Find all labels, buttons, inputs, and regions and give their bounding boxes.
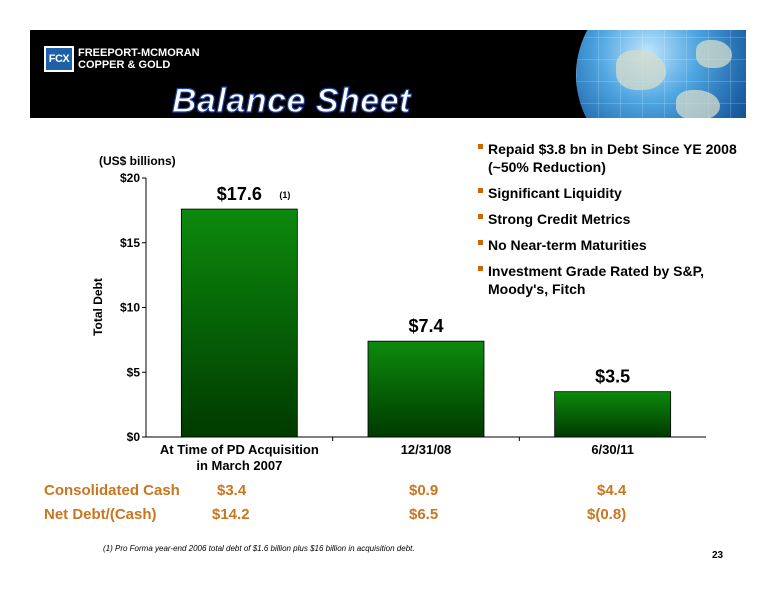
logo-line-1: FREEPORT-MCMORAN xyxy=(78,47,200,59)
net-debt-label: Net Debt/(Cash) xyxy=(44,506,157,523)
y-tick-label: $15 xyxy=(120,236,140,250)
footnote: (1) Pro Forma year-end 2006 total debt o… xyxy=(103,544,415,553)
header-band: FCX FREEPORT-MCMORAN COPPER & GOLD xyxy=(30,30,746,118)
data-label: $7.4 xyxy=(408,316,443,336)
consolidated-cash-label: Consolidated Cash xyxy=(44,482,180,499)
globe-land-1 xyxy=(616,50,666,90)
category-label: 12/31/08 xyxy=(401,442,452,457)
company-logo: FCX FREEPORT-MCMORAN COPPER & GOLD xyxy=(44,46,200,72)
globe-image xyxy=(576,30,746,118)
category-label: in March 2007 xyxy=(196,458,282,473)
bullet-square-icon xyxy=(478,144,483,149)
bullet-item: Investment Grade Rated by S&P, Moody's, … xyxy=(478,262,738,298)
bullet-item: Strong Credit Metrics xyxy=(478,210,738,228)
net-debt-value: $6.5 xyxy=(409,506,439,523)
bullet-square-icon xyxy=(478,266,483,271)
category-label: 6/30/11 xyxy=(591,442,634,457)
net-debt-value: $(0.8) xyxy=(587,506,627,523)
data-label: $17.6 xyxy=(217,184,262,204)
consolidated-cash-value: $3.4 xyxy=(217,482,247,499)
bullet-square-icon xyxy=(478,188,483,193)
bullet-item: Repaid $3.8 bn in Debt Since YE 2008 (~5… xyxy=(478,140,738,176)
y-tick-label: $0 xyxy=(127,430,141,444)
bullet-item: No Near-term Maturities xyxy=(478,236,738,254)
units-label: (US$ billions) xyxy=(99,154,176,168)
bullet-item: Significant Liquidity xyxy=(478,184,738,202)
key-points-list: Repaid $3.8 bn in Debt Since YE 2008 (~5… xyxy=(478,140,738,306)
bullet-square-icon xyxy=(478,214,483,219)
bar xyxy=(367,340,485,438)
category-label: At Time of PD Acquisition xyxy=(160,442,319,457)
slide-title: Balance Sheet xyxy=(171,81,411,120)
bar xyxy=(554,391,672,438)
bar xyxy=(180,208,298,438)
page-number: 23 xyxy=(712,550,724,561)
y-tick-label: $20 xyxy=(120,171,140,185)
logo-mark: FCX xyxy=(44,46,74,72)
net-debt-value: $14.2 xyxy=(212,506,250,523)
data-label: $3.5 xyxy=(595,367,630,387)
y-tick-label: $5 xyxy=(127,365,141,379)
y-tick-label: $10 xyxy=(120,301,140,315)
logo-line-2: COPPER & GOLD xyxy=(78,59,171,71)
globe-land-3 xyxy=(696,40,732,68)
footnote-reference: (1) xyxy=(279,190,290,200)
consolidated-cash-value: $4.4 xyxy=(597,482,627,499)
globe-land-2 xyxy=(676,90,720,118)
consolidated-cash-value: $0.9 xyxy=(409,482,439,499)
bullet-square-icon xyxy=(478,240,483,245)
